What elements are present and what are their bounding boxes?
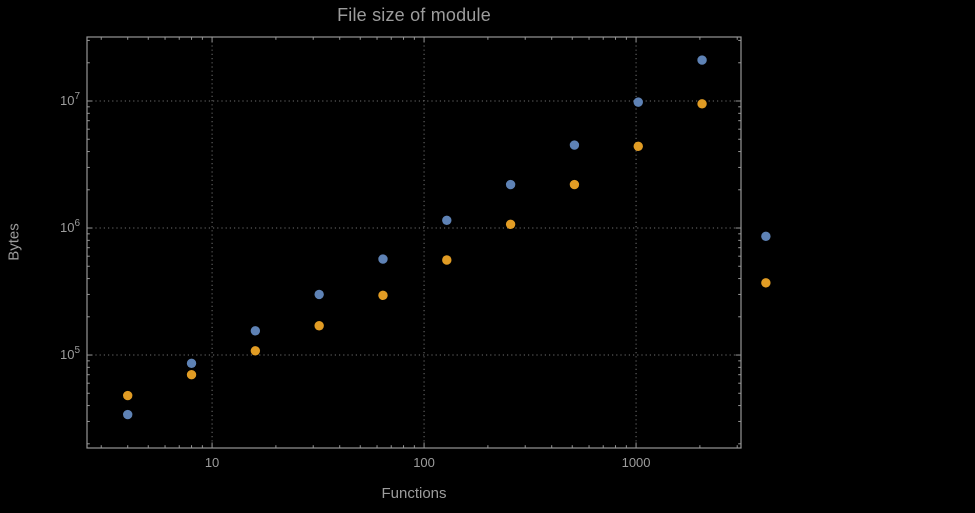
plot-frame [86, 36, 742, 449]
series-orange-point [186, 370, 197, 380]
series-orange-point [505, 219, 516, 229]
x-axis-label: Functions [381, 485, 447, 502]
y-tick-label: 106 [60, 218, 80, 235]
series-orange-point [761, 278, 771, 288]
series-blue-point [569, 140, 580, 150]
series-orange-point [378, 290, 388, 301]
y-tick-label: 107 [60, 91, 80, 108]
series-blue-point [186, 358, 197, 369]
series-blue-point [314, 289, 324, 300]
series-blue-point [442, 215, 452, 226]
series-orange-point [633, 141, 643, 151]
series-orange-point [123, 390, 133, 401]
x-tick-label: 10 [205, 455, 219, 470]
x-tick-label: 1000 [622, 455, 651, 470]
series-blue-point [633, 97, 643, 107]
series-orange-point [697, 99, 707, 109]
series-blue-point [250, 326, 261, 336]
y-tick-label: 105 [60, 345, 80, 362]
series-blue-point [123, 409, 133, 420]
series-orange-point [250, 346, 261, 356]
x-tick-label: 100 [413, 455, 435, 470]
chart-title: File size of module [337, 5, 491, 25]
series-blue-point [505, 179, 516, 190]
series-orange-point [569, 179, 580, 190]
series-orange-point [442, 255, 452, 265]
series-blue-point [697, 55, 707, 65]
series-blue-point [761, 231, 771, 242]
series-blue-point [378, 254, 388, 264]
series-orange-point [314, 321, 324, 331]
y-axis-label: Bytes [5, 223, 23, 261]
